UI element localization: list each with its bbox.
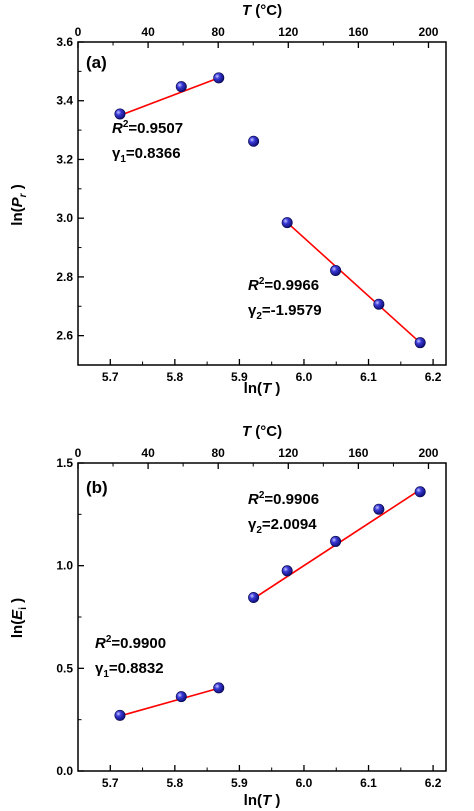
x-tick-label: 5.7 bbox=[102, 370, 119, 384]
top-tick-label: 40 bbox=[141, 446, 155, 460]
bottom-axis-ticks: 5.7 5.8 5.9 6.0 6.1 6.2 bbox=[102, 359, 442, 384]
data-point bbox=[114, 108, 126, 120]
top-axis-ticks: 0 40 80 120 160 200 bbox=[75, 25, 439, 48]
svg-text:γ1=0.8832: γ1=0.8832 bbox=[95, 660, 164, 680]
data-point bbox=[330, 535, 342, 547]
x-tick-label: 5.9 bbox=[231, 776, 248, 790]
x-axis-title: ln(T ) bbox=[244, 380, 281, 397]
top-tick-label: 120 bbox=[278, 446, 298, 460]
data-points bbox=[114, 486, 426, 721]
data-points bbox=[114, 72, 426, 349]
top-tick-label: 160 bbox=[348, 25, 368, 39]
annotation-fit-2: R2=0.9906 γ2=2.0094 bbox=[248, 490, 319, 536]
x-tick-label: 6.2 bbox=[425, 370, 442, 384]
x-tick-label: 6.1 bbox=[360, 776, 377, 790]
data-point bbox=[213, 682, 225, 694]
y-tick-label: 1.5 bbox=[56, 456, 73, 470]
data-point bbox=[213, 72, 225, 84]
svg-text:γ1=0.8366: γ1=0.8366 bbox=[112, 145, 181, 165]
x-tick-label: 6.2 bbox=[425, 776, 442, 790]
y-tick-label: 3.4 bbox=[56, 94, 73, 108]
left-axis-ticks: 0.0 0.5 1.0 1.5 bbox=[56, 456, 84, 778]
top-tick-label: 120 bbox=[278, 25, 298, 39]
y-tick-label: 2.8 bbox=[56, 270, 73, 284]
x-tick-label: 6.0 bbox=[296, 370, 313, 384]
top-axis-title: T (°C) bbox=[242, 2, 282, 19]
annotation-fit-1: R2=0.9507 γ1=0.8366 bbox=[112, 119, 183, 165]
y-tick-label: 0.0 bbox=[56, 764, 73, 778]
y-tick-label: 3.6 bbox=[56, 35, 73, 49]
svg-text:R2=0.9900: R2=0.9900 bbox=[95, 634, 166, 652]
top-tick-label: 160 bbox=[348, 446, 368, 460]
data-point bbox=[281, 565, 293, 577]
y-tick-label: 2.6 bbox=[56, 329, 73, 343]
top-tick-label: 80 bbox=[212, 446, 226, 460]
panel-b: 0 40 80 120 160 200 5.7 5.8 5.9 6.0 6.1 6.2 0.0 0.5… bbox=[9, 423, 447, 809]
fit-line bbox=[119, 77, 220, 117]
plot-frame bbox=[77, 41, 447, 366]
svg-text:γ2=2.0094: γ2=2.0094 bbox=[248, 516, 317, 536]
top-tick-label: 0 bbox=[75, 25, 82, 39]
top-tick-label: 0 bbox=[75, 446, 82, 460]
annotation-fit-1: R2=0.9900 γ1=0.8832 bbox=[95, 634, 166, 680]
x-tick-label: 5.8 bbox=[166, 776, 183, 790]
x-tick-label: 5.8 bbox=[166, 370, 183, 384]
fit-lines bbox=[119, 77, 421, 344]
data-point bbox=[114, 709, 126, 721]
x-tick-label: 6.0 bbox=[296, 776, 313, 790]
x-axis-title: ln(T ) bbox=[244, 792, 281, 809]
data-point bbox=[373, 503, 385, 515]
top-tick-label: 80 bbox=[212, 25, 226, 39]
annotation-fit-2: R2=0.9966 γ2=-1.9579 bbox=[248, 276, 322, 322]
y-axis-title: ln(Ei ) bbox=[9, 598, 29, 638]
x-tick-label: 6.1 bbox=[360, 370, 377, 384]
panel-label: (a) bbox=[86, 53, 107, 72]
top-tick-label: 200 bbox=[418, 25, 438, 39]
top-axis-title: T (°C) bbox=[242, 423, 282, 440]
y-tick-label: 3.2 bbox=[56, 152, 73, 166]
data-point bbox=[330, 264, 342, 276]
fit-line bbox=[119, 687, 219, 717]
y-tick-label: 0.5 bbox=[56, 661, 73, 675]
left-axis-ticks: 2.6 2.8 3.0 3.2 3.4 3.6 bbox=[56, 35, 84, 343]
y-tick-label: 3.0 bbox=[56, 211, 73, 225]
svg-text:R2=0.9906: R2=0.9906 bbox=[248, 490, 319, 508]
data-point bbox=[414, 337, 426, 349]
fit-line bbox=[286, 221, 421, 344]
top-tick-label: 200 bbox=[418, 446, 438, 460]
bottom-axis-ticks: 5.7 5.8 5.9 6.0 6.1 6.2 bbox=[102, 765, 442, 790]
panel-label: (b) bbox=[86, 478, 108, 497]
data-point bbox=[248, 135, 260, 147]
y-axis-title: ln(Pr ) bbox=[9, 184, 29, 225]
data-point bbox=[175, 81, 187, 93]
panel-a: 0 40 80 120 160 200 5.7 5.8 5.9 6.0 6.1 6.2 2.6 2.8… bbox=[9, 2, 447, 397]
top-tick-label: 40 bbox=[141, 25, 155, 39]
top-axis-ticks: 0 40 80 120 160 200 bbox=[75, 446, 439, 469]
data-point bbox=[373, 298, 385, 310]
svg-text:γ2=-1.9579: γ2=-1.9579 bbox=[248, 302, 322, 322]
svg-text:R2=0.9966: R2=0.9966 bbox=[248, 276, 319, 294]
data-point bbox=[281, 217, 293, 229]
svg-text:R2=0.9507: R2=0.9507 bbox=[112, 119, 183, 137]
x-tick-label: 5.7 bbox=[102, 776, 119, 790]
data-point bbox=[414, 486, 426, 498]
data-point bbox=[175, 691, 187, 703]
data-point bbox=[248, 591, 260, 603]
x-tick-label: 5.9 bbox=[231, 370, 248, 384]
y-tick-label: 1.0 bbox=[56, 559, 73, 573]
